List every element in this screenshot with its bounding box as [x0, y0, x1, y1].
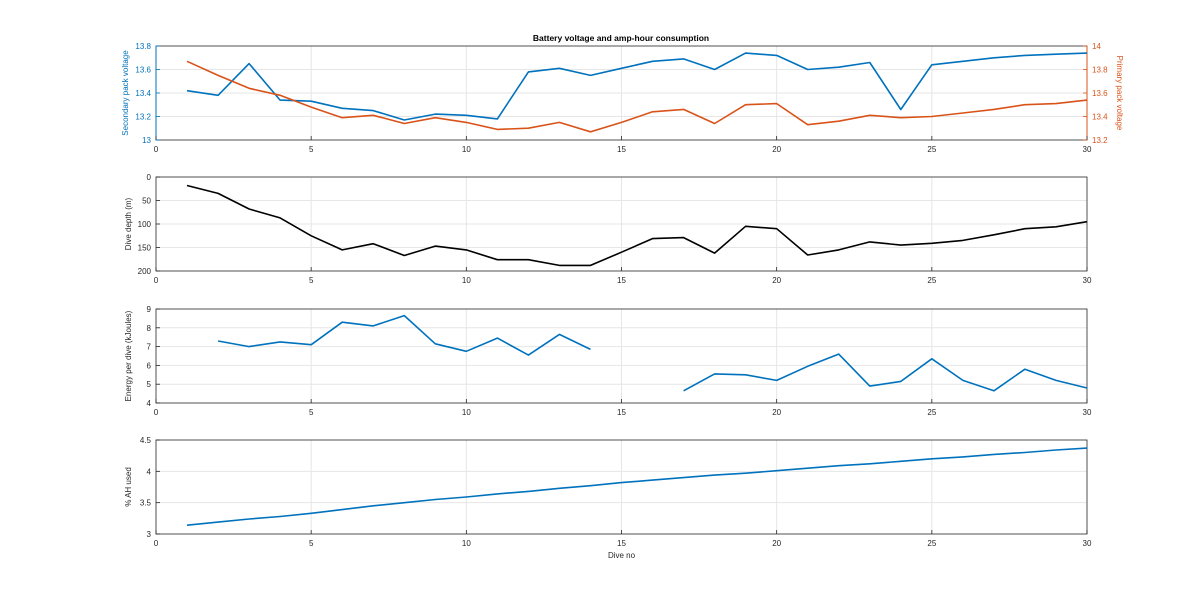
y-tick-label: 150: [138, 244, 152, 253]
y-tick-label: 3.5: [140, 499, 152, 508]
y-tick-label: 13.2: [135, 113, 151, 122]
x-tick-label: 10: [462, 276, 471, 285]
y-tick-label: 100: [138, 220, 152, 229]
y-tick-label: 5: [147, 380, 152, 389]
x-tick-label: 30: [1083, 276, 1092, 285]
y-tick-label: 8: [147, 324, 152, 333]
series-line-2: [186, 60, 1088, 133]
x-tick-label: 5: [309, 408, 314, 417]
x-tick-label: 30: [1083, 539, 1092, 548]
x-tick-label: 25: [927, 276, 936, 285]
y-tick-label: 50: [142, 197, 151, 206]
series-line-1: [217, 314, 591, 356]
figure-title: Battery voltage and amp-hour consumption: [533, 33, 709, 43]
x-tick-label: 30: [1083, 408, 1092, 417]
y-tick-label: 4.5: [140, 436, 152, 445]
x-tick-label: 20: [772, 408, 781, 417]
x-tick-label: 25: [927, 539, 936, 548]
x-tick-label: 10: [462, 145, 471, 154]
x-tick-label: 25: [927, 145, 936, 154]
y-tick-label: 4: [147, 399, 152, 408]
x-tick-label: 15: [617, 408, 626, 417]
y-axis-label: Secondary pack voltage: [121, 50, 130, 136]
y-tick-label: 13: [142, 136, 151, 145]
x-tick-label: 15: [617, 145, 626, 154]
y-axis-label: Dive depth (m): [124, 197, 133, 250]
x-tick-label: 20: [772, 539, 781, 548]
x-tick-label: 25: [927, 408, 936, 417]
x-tick-label: 30: [1083, 145, 1092, 154]
series-line-1: [186, 184, 1088, 267]
y2-tick-label: 13.6: [1092, 89, 1108, 98]
y2-axis-label: Primary pack voltage: [1115, 56, 1124, 131]
x-tick-label: 15: [617, 539, 626, 548]
y-tick-label: 9: [147, 305, 152, 314]
x-tick-label: 15: [617, 276, 626, 285]
y-tick-label: 13.8: [135, 42, 151, 51]
y-tick-label: 4: [147, 467, 152, 476]
y-axis-label: Energy per dive (kJoules): [124, 310, 133, 401]
series-line-1: [186, 447, 1088, 526]
x-tick-label: 0: [154, 145, 159, 154]
y2-tick-label: 14: [1092, 42, 1101, 51]
y-tick-label: 7: [147, 343, 152, 352]
x-tick-label: 0: [154, 276, 159, 285]
x-tick-label: 5: [309, 276, 314, 285]
y-tick-label: 3: [147, 530, 152, 539]
y2-tick-label: 13.8: [1092, 66, 1108, 75]
y-tick-label: 13.6: [135, 66, 151, 75]
x-tick-label: 5: [309, 145, 314, 154]
x-tick-label: 0: [154, 408, 159, 417]
y-tick-label: 200: [138, 267, 152, 276]
x-tick-label: 20: [772, 145, 781, 154]
series-line-1: [186, 52, 1088, 121]
y2-tick-label: 13.2: [1092, 136, 1108, 145]
x-tick-label: 10: [462, 408, 471, 417]
x-tick-label: 5: [309, 539, 314, 548]
x-tick-label: 20: [772, 276, 781, 285]
y-tick-label: 13.4: [135, 89, 151, 98]
x-tick-label: 0: [154, 539, 159, 548]
series-line-2: [683, 353, 1088, 392]
y-tick-label: 6: [147, 361, 152, 370]
y-axis-label: % AH used: [124, 467, 133, 507]
x-axis-label: Dive no: [608, 551, 636, 560]
x-tick-label: 10: [462, 539, 471, 548]
y-tick-label: 0: [147, 173, 152, 182]
y2-tick-label: 13.4: [1092, 113, 1108, 122]
